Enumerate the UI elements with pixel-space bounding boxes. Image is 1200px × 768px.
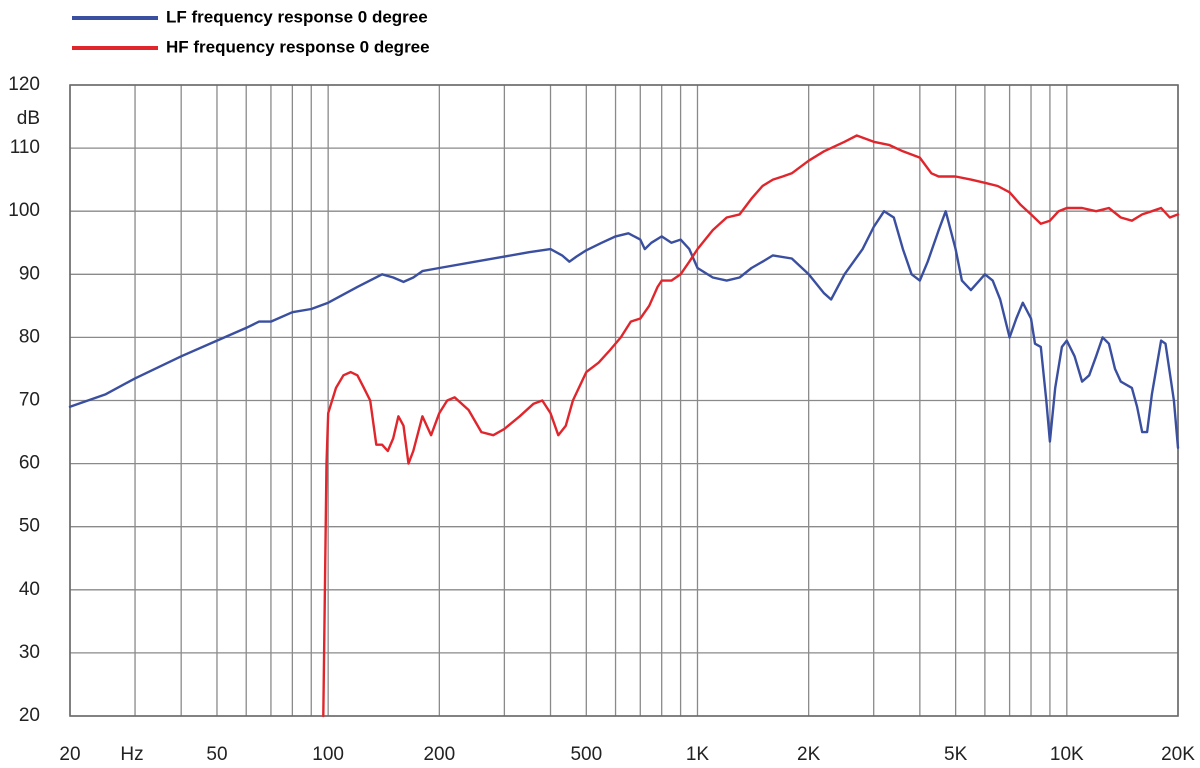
- y-tick-label: 100: [8, 200, 40, 221]
- x-tick-labels: 20 50 100 200 500 1K 2K 5K 10K 20K: [59, 744, 1195, 765]
- x-axis-unit-label: Hz: [120, 744, 143, 765]
- y-tick-label: 20: [19, 705, 40, 726]
- series-lf-line: [68, 210, 1180, 449]
- x-tick-label: 200: [423, 744, 455, 765]
- y-tick-label: 30: [19, 642, 40, 663]
- x-tick-label: 100: [312, 744, 344, 765]
- y-tick-label: 90: [19, 263, 40, 284]
- y-axis-unit-label: dB: [17, 108, 40, 129]
- series-hf-line: [322, 134, 1180, 718]
- y-tick-label: 50: [19, 516, 40, 537]
- x-tick-label: 50: [206, 744, 227, 765]
- y-tick-label: 70: [19, 390, 40, 411]
- x-tick-label: 10K: [1050, 744, 1084, 765]
- legend: LF frequency response 0 degree HF freque…: [72, 7, 430, 56]
- x-tick-label: 1K: [686, 744, 710, 765]
- x-tick-label: 500: [570, 744, 602, 765]
- x-tick-label: 20K: [1161, 744, 1195, 765]
- grid: [69, 84, 1179, 717]
- y-tick-label: 80: [19, 326, 40, 347]
- x-tick-label: 5K: [944, 744, 968, 765]
- legend-lf-label: LF frequency response 0 degree: [166, 7, 428, 26]
- y-tick-label: 60: [19, 453, 40, 474]
- plot-frame: [69, 84, 1179, 717]
- x-tick-label: 2K: [797, 744, 821, 765]
- x-tick-label: 20: [59, 744, 80, 765]
- y-tick-label: 40: [19, 579, 40, 600]
- y-tick-label: 110: [10, 137, 40, 158]
- y-tick-label: 120: [8, 74, 40, 95]
- y-tick-labels: 20 30 40 50 60 70 80 90 100 110 120: [8, 74, 40, 726]
- legend-hf-label: HF frequency response 0 degree: [166, 37, 430, 56]
- plot-border: [69, 84, 1179, 717]
- series-layer: [68, 134, 1180, 718]
